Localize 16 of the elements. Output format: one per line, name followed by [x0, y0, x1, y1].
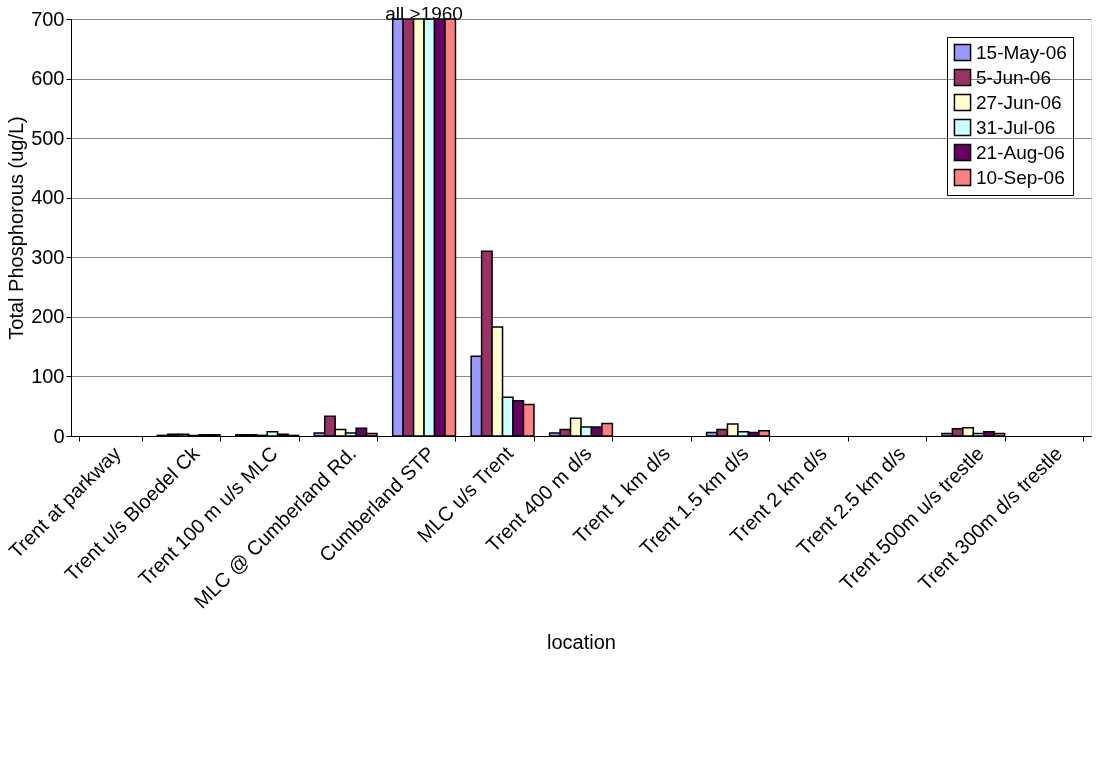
y-tick-label: 500	[31, 126, 65, 149]
legend-label: 31-Jul-06	[976, 116, 1056, 138]
legend-label: 27-Jun-06	[976, 91, 1062, 113]
y-tick-label: 100	[31, 364, 65, 387]
y-tick-label: 700	[31, 7, 65, 30]
y-tick-label: 300	[31, 245, 65, 268]
legend-label: 21-Aug-06	[976, 141, 1065, 163]
y-tick-label: 200	[31, 305, 65, 328]
y-tick-label: 0	[53, 424, 65, 447]
y-tick-label: 600	[31, 67, 65, 90]
legend-label: 5-Jun-06	[976, 66, 1051, 88]
legend-label: 15-May-06	[976, 41, 1067, 63]
x-axis-title: location	[547, 630, 616, 653]
y-axis-title: Total Phosphorous (ug/L)	[5, 116, 28, 340]
legend-label: 10-Sep-06	[976, 166, 1065, 188]
y-tick-label: 400	[31, 186, 65, 209]
